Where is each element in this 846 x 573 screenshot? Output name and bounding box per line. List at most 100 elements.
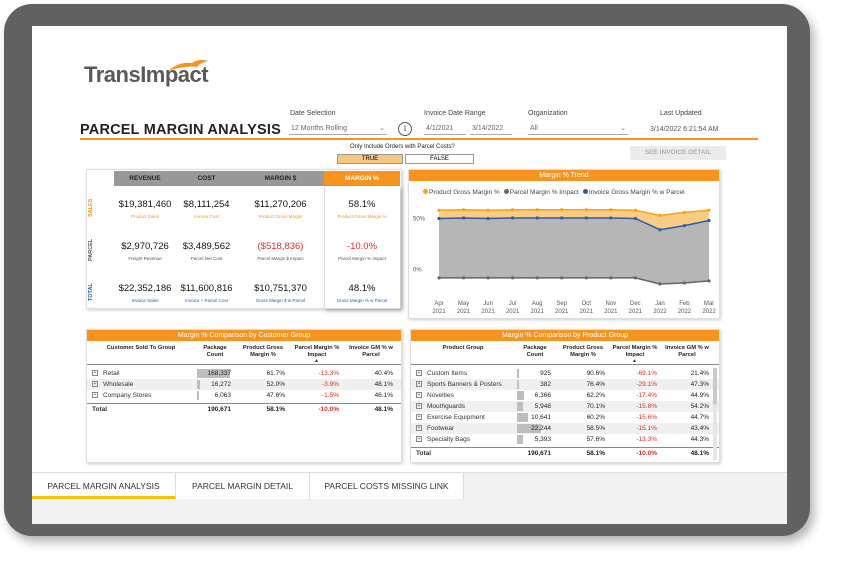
kpi-value: 48.1% [348,283,376,294]
end-date-input[interactable]: 3/14/2022 [470,123,512,135]
trend-plot: 50% 0% Apr 2021 May 2021 Jun 2021 Jul 2021 Aug 2021… [413,208,716,315]
expand-icon[interactable]: + [416,436,422,442]
expand-icon[interactable]: + [92,370,98,376]
sort-asc-icon[interactable]: ▲ [314,358,319,364]
data-point [511,276,515,280]
table-cell: 22,244 [531,425,551,432]
table-row[interactable]: + Company Stores 6,063 47.6% -1.5% 46.1% [87,390,401,401]
column-header[interactable]: Parcel Margin % Impact [294,345,340,358]
legend-item: Invoice Gross Margin % w Parcel [582,189,685,196]
tab-parcel-margin-detail[interactable]: PARCEL MARGIN DETAIL [176,473,310,499]
table-row[interactable]: + Mouthguards 5,948 70.1% -15.8% 54.2% [411,401,719,412]
organization-dropdown[interactable]: All ⌄ [528,123,628,135]
column-header[interactable]: Product Gross Margin % [242,345,284,358]
product-table-title: Margin % Comparison by Product Group [411,330,719,341]
tab-parcel-margin-analysis[interactable]: PARCEL MARGIN ANALYSIS [32,473,176,499]
expand-icon[interactable]: + [416,403,422,409]
data-point [437,276,441,280]
column-header[interactable]: Invoice GM % w Parcel [349,345,393,358]
row-label: Mouthguards [427,403,465,410]
start-date-input[interactable]: 4/1/2021 [424,123,466,135]
y-tick-label: 0% [413,268,422,274]
legend-item: Parcel Margin % Impact [503,189,579,196]
info-icon[interactable]: i [398,122,412,136]
data-point [707,218,711,223]
tab-parcel-costs-missing-link[interactable]: PARCEL COSTS MISSING LINK [310,473,464,499]
parcel-costs-true-button[interactable]: TRUE [337,154,403,164]
expand-icon[interactable]: + [416,425,422,431]
kpi-caption: Parcel Net Cost [190,256,223,261]
date-selection-dropdown[interactable]: 12 Months Rolling ⌄ [289,123,387,135]
x-tick-month: Sep [556,301,567,307]
column-header[interactable]: Package Count [203,345,227,358]
chevron-down-icon: ⌄ [379,125,385,132]
table-cell: 6,366 [534,392,551,399]
table-cell: 62.2% [586,392,605,399]
organization-value: All [530,125,538,132]
column-header[interactable]: Customer Sold To Group [106,345,176,351]
date-selection-label: Date Selection [290,110,336,117]
column-header[interactable]: Parcel Margin % Impact [612,345,658,358]
table-row[interactable]: + Custom Items 925 90.6% -69.1% 21.4% [411,368,719,379]
row-label: Exercise Equipment [427,414,485,421]
row-label: Sports Banners & Posters [427,381,502,388]
table-row[interactable]: + Specialty Bags 5,393 57.6% -13.3% 44.3% [411,434,719,445]
package-count-bar [517,413,529,422]
expand-icon[interactable]: + [416,370,422,376]
column-header[interactable]: Package Count [523,345,547,358]
table-cell: 6,063 [214,392,231,399]
x-tick-month: Nov [605,301,616,307]
kpi-value: $19,381,460 [118,199,172,210]
expand-icon[interactable]: + [92,392,98,398]
table-cell: -69.1% [636,370,657,377]
table-row[interactable]: + Footwear 22,244 58.5% -15.1% 43.4% [411,423,719,434]
table-row[interactable]: + Exercise Equipment 10,641 60.2% -15.6% 44.7… [411,412,719,423]
column-header[interactable]: Product Group [442,345,484,351]
data-point [535,208,539,212]
trend-title: Margin % Trend [409,170,719,181]
expand-icon[interactable]: + [416,414,422,420]
data-point [461,208,466,212]
table-row[interactable]: + Sports Banners & Posters 382 76.4% -29.1% 4… [411,379,719,390]
table-cell: 54.2% [690,403,709,410]
legend-dot-icon [582,189,588,194]
end-date-value: 3/14/2022 [472,125,504,132]
table-row[interactable]: + Retail 168,337 61.7% -13.3% 40.4% [87,368,401,379]
column-header[interactable]: Invoice GM % w Parcel [665,345,709,358]
margin-band-area [439,209,709,230]
kpi-caption: Invoice Sales [131,298,159,303]
data-point [461,216,466,220]
x-tick-year: 2021 [555,309,569,315]
scrollbar-thumb[interactable] [713,368,717,404]
kpi-value: $10,751,370 [254,283,307,294]
kpi-caption: Parcel Margin $ Impact [257,256,304,261]
table-row[interactable]: + Novelties 6,366 62.2% -17.4% 44.9% [411,390,719,401]
table-cell: -29.1% [636,381,657,388]
page-title: PARCEL MARGIN ANALYSIS [80,122,281,138]
table-cell: -1.5% [322,392,339,399]
expand-icon[interactable]: + [416,381,422,387]
table-cell: 44.7% [690,414,709,421]
margin-trend-chart: Margin % Trend Product Gross Margin % Par… [408,169,720,319]
table-cell: 43.4% [690,425,709,432]
x-tick-month: Aug [532,301,543,307]
table-cell: 44.3% [690,436,709,443]
see-invoice-detail-button[interactable]: SEE INVOICE DETAIL [630,146,726,160]
data-point [511,208,515,212]
last-updated-label: Last Updated [660,110,702,117]
table-row[interactable]: + Wholesale 16,272 52.0% -3.9% 48.1% [87,379,401,390]
kpi-value: $11,270,206 [254,199,307,210]
x-tick-year: 2022 [702,309,716,315]
kpi-header-cost: COST [176,171,237,186]
device-frame: TransImpact PARCEL MARGIN ANALYSIS Date … [4,4,810,536]
column-header[interactable]: Product Gross Margin % [562,345,604,358]
expand-icon[interactable]: + [92,381,98,387]
expand-icon[interactable]: + [416,392,422,398]
x-tick-year: 2021 [531,309,545,315]
vertical-scrollbar[interactable] [713,368,717,460]
sort-asc-icon[interactable]: ▲ [632,358,637,364]
data-point [707,279,711,283]
data-point [560,208,564,212]
total-cell: 190,671 [527,450,552,457]
parcel-costs-false-button[interactable]: FALSE [405,154,474,164]
